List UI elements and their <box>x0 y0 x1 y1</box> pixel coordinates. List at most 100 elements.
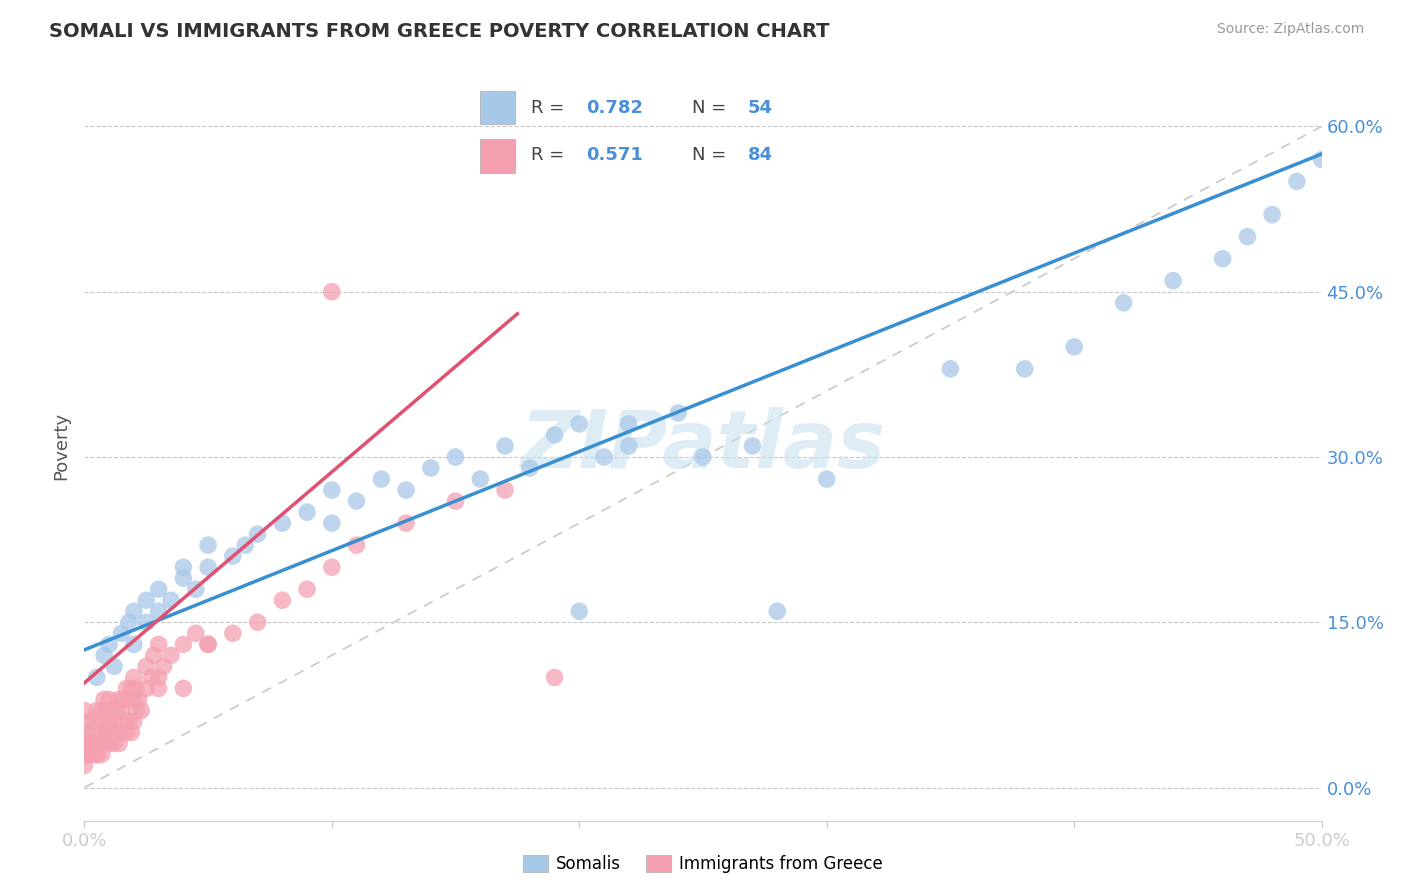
Point <box>128 692 150 706</box>
Point <box>83 714 105 729</box>
Point <box>1285 175 1308 189</box>
Point <box>321 516 343 530</box>
Point <box>1014 362 1036 376</box>
Point <box>197 538 219 552</box>
Text: Source: ZipAtlas.com: Source: ZipAtlas.com <box>1216 22 1364 37</box>
Point <box>76 747 98 762</box>
Text: N =: N = <box>692 146 733 164</box>
Point <box>79 714 101 729</box>
Point <box>93 648 115 663</box>
Point <box>1112 295 1135 310</box>
Point <box>73 747 96 762</box>
Point <box>1310 153 1333 167</box>
Point <box>519 461 541 475</box>
Text: 0.571: 0.571 <box>586 146 643 164</box>
Point <box>115 725 138 739</box>
Point <box>90 725 112 739</box>
Point <box>115 681 138 696</box>
Text: R =: R = <box>531 99 569 117</box>
Point <box>73 725 96 739</box>
Point <box>90 747 112 762</box>
Point <box>160 593 183 607</box>
Point <box>135 615 157 630</box>
Point <box>172 681 194 696</box>
Point <box>370 472 392 486</box>
Text: SOMALI VS IMMIGRANTS FROM GREECE POVERTY CORRELATION CHART: SOMALI VS IMMIGRANTS FROM GREECE POVERTY… <box>49 22 830 41</box>
Point <box>395 483 418 497</box>
Point <box>89 737 111 751</box>
Point <box>80 747 103 762</box>
Point <box>100 725 122 739</box>
Point <box>148 604 170 618</box>
Point <box>692 450 714 464</box>
Point <box>1261 208 1284 222</box>
Point <box>172 560 194 574</box>
Point <box>568 417 591 431</box>
Point <box>741 439 763 453</box>
Point <box>105 703 128 717</box>
Point <box>118 714 141 729</box>
Point <box>118 692 141 706</box>
Point <box>271 593 294 607</box>
Point <box>160 648 183 663</box>
Text: ZIPatlas: ZIPatlas <box>520 407 886 485</box>
Point <box>593 450 616 464</box>
Point <box>108 737 131 751</box>
Point <box>172 637 194 651</box>
Point <box>122 637 145 651</box>
Point <box>80 737 103 751</box>
Point <box>79 737 101 751</box>
Point <box>617 439 640 453</box>
Point <box>86 670 108 684</box>
Point <box>135 659 157 673</box>
Point <box>246 615 269 630</box>
Point <box>122 692 145 706</box>
Point <box>73 703 96 717</box>
Y-axis label: Poverty: Poverty <box>52 412 70 480</box>
Point <box>86 747 108 762</box>
Text: N =: N = <box>692 99 733 117</box>
Point <box>120 725 142 739</box>
Point <box>222 549 245 564</box>
Point <box>346 538 368 552</box>
Point <box>494 483 516 497</box>
Point <box>103 659 125 673</box>
Point <box>110 725 132 739</box>
Point <box>233 538 256 552</box>
Point <box>108 692 131 706</box>
Point <box>96 725 118 739</box>
Point <box>246 527 269 541</box>
Point <box>617 417 640 431</box>
Point <box>86 747 108 762</box>
Point <box>1063 340 1085 354</box>
Point <box>76 737 98 751</box>
FancyBboxPatch shape <box>479 139 515 173</box>
Point <box>93 737 115 751</box>
Point <box>184 582 207 597</box>
Point <box>86 703 108 717</box>
Point <box>103 714 125 729</box>
Point <box>1236 229 1258 244</box>
Point <box>444 494 467 508</box>
Point <box>815 472 838 486</box>
Point <box>112 692 135 706</box>
Text: 84: 84 <box>748 146 772 164</box>
FancyBboxPatch shape <box>479 91 515 124</box>
Point <box>766 604 789 618</box>
Point <box>494 439 516 453</box>
Point <box>122 604 145 618</box>
Point <box>197 637 219 651</box>
Point <box>321 285 343 299</box>
Point <box>197 560 219 574</box>
Point <box>89 714 111 729</box>
Point <box>444 450 467 464</box>
Point <box>98 692 121 706</box>
Point <box>103 737 125 751</box>
Point <box>100 703 122 717</box>
Point <box>98 714 121 729</box>
Point <box>80 725 103 739</box>
Point <box>295 582 318 597</box>
Point <box>110 626 132 640</box>
Point <box>122 670 145 684</box>
Text: R =: R = <box>531 146 569 164</box>
